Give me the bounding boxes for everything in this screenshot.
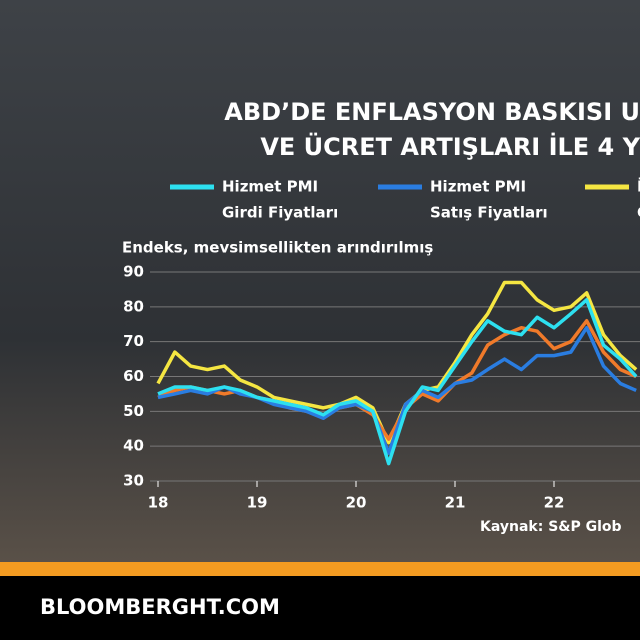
y-tick-label: 40 [123,437,144,455]
legend-label: Hizmet PMI [430,178,526,196]
y-tick-label: 90 [123,263,144,281]
y-tick-label: 30 [123,472,144,490]
x-tick-label: 22 [544,494,565,512]
y-axis-label: Endeks, mevsimsellikten arındırılmış [122,239,433,257]
legend-label: Girdi Fiyatları [222,204,338,222]
background [0,0,640,565]
series-line [157,325,637,455]
x-tick-label: 18 [148,494,169,512]
y-tick-label: 70 [123,332,144,350]
x-tick-label: 20 [346,494,367,512]
accent-strip [0,562,640,576]
x-tick-label: 21 [445,494,466,512]
source: Kaynak: S&P Glob [480,519,622,535]
legend-label: Hizmet PMI [222,178,318,196]
title-line: VE ÜCRET ARTIŞLARI İLE 4 Y [260,131,640,161]
legend-label: İ [637,177,640,196]
footer-text: BLOOMBERGHT.COM [40,595,280,619]
title-line: ABD’DE ENFLASYON BASKISI U [224,98,640,126]
y-tick-label: 80 [123,297,144,315]
footer-bar [0,576,640,640]
y-tick-label: 60 [123,367,144,385]
x-tick-label: 19 [247,494,268,512]
legend-label: C [637,204,640,222]
legend-label: Satış Fiyatları [430,204,548,222]
y-tick-label: 50 [123,402,144,420]
series-line [157,298,638,466]
